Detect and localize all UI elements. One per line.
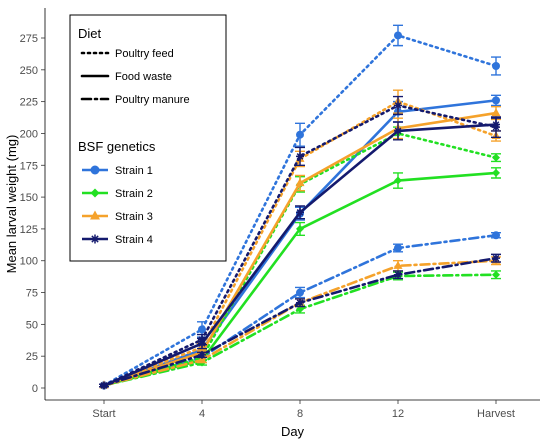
data-point [393, 260, 403, 269]
x-tick-label: 12 [392, 408, 404, 420]
data-point [198, 350, 206, 359]
x-axis-ticks: Start 4 8 12 Harvest [92, 400, 515, 420]
y-tick-label: 150 [20, 192, 38, 204]
legend-label: Food waste [115, 71, 172, 83]
legend: Diet BSF genetics Poultry feed Food waste… [69, 14, 227, 262]
y-tick-label: 225 [20, 97, 38, 109]
data-point [492, 254, 500, 263]
legend-label: Poultry feed [115, 48, 174, 60]
y-tick-label: 100 [20, 256, 38, 268]
data-point [198, 325, 206, 334]
y-tick-label: 125 [20, 224, 38, 236]
legend-label: Strain 1 [115, 165, 153, 177]
legend-item-poultry-manure: Poultry manure [80, 94, 190, 106]
data-point [296, 130, 304, 139]
y-tick-label: 250 [20, 65, 38, 77]
y-axis-ticks: 0 25 50 75 100 125 150 175 200 225 250 275 [20, 33, 45, 395]
legend-label: Strain 2 [115, 188, 153, 200]
series-line [102, 233, 498, 387]
circle-marker-icon [90, 165, 100, 175]
data-point [296, 224, 304, 233]
data-point [394, 101, 402, 110]
y-tick-label: 200 [20, 128, 38, 140]
data-point [491, 108, 501, 117]
x-tick-label: Harvest [477, 408, 515, 420]
series-strain-4-poultry-manure [99, 253, 501, 390]
data-point [296, 152, 304, 161]
y-tick-label: 0 [32, 383, 38, 395]
series-line [102, 256, 498, 387]
legend-item-strain-2: Strain 2 [82, 188, 153, 200]
y-tick-label: 50 [26, 319, 38, 331]
data-point [394, 126, 402, 135]
data-point [296, 208, 304, 217]
x-axis-title: Day [281, 424, 305, 439]
data-point [295, 178, 305, 187]
y-tick-label: 25 [26, 351, 38, 363]
legend-label: Poultry manure [115, 94, 190, 106]
legend-item-strain-1: Strain 1 [82, 165, 153, 177]
y-tick-label: 175 [20, 160, 38, 172]
data-point [492, 168, 500, 177]
legend-item-strain-3: Strain 3 [82, 210, 153, 223]
series-line [102, 104, 498, 387]
data-point [100, 381, 108, 390]
triangle-marker-icon [90, 210, 100, 220]
asterisk-marker-icon [90, 234, 100, 244]
data-point [197, 355, 207, 363]
legend-item-food-waste: Food waste [80, 71, 172, 83]
data-point [492, 62, 500, 70]
data-point [394, 244, 402, 252]
diamond-marker-icon [90, 188, 100, 198]
data-point [296, 298, 304, 307]
legend-label: Strain 3 [115, 211, 153, 223]
data-point [492, 153, 500, 162]
y-axis-title: Mean larval weight (mg) [4, 135, 19, 274]
data-point [394, 176, 402, 185]
plot-area [99, 24, 501, 390]
legend-item-poultry-feed: Poultry feed [80, 48, 174, 60]
x-tick-label: 4 [199, 408, 205, 420]
data-point [198, 339, 206, 348]
legend-genetics-items: Strain 1 Strain 2 Strain 3 Strain 4 [82, 165, 153, 246]
data-point [492, 231, 500, 240]
legend-genetics-title: BSF genetics [78, 139, 156, 154]
data-point [394, 31, 402, 40]
x-tick-label: Start [92, 408, 115, 420]
data-point [296, 288, 304, 297]
legend-label: Strain 4 [115, 234, 153, 246]
data-point [492, 120, 500, 129]
x-tick-label: 8 [297, 408, 303, 420]
legend-diet-items: Poultry feed Food waste Poultry manure [80, 48, 190, 106]
legend-box [69, 14, 227, 262]
y-tick-label: 75 [26, 288, 38, 300]
y-tick-label: 275 [20, 33, 38, 45]
legend-diet-title: Diet [78, 26, 102, 41]
legend-item-strain-4: Strain 4 [82, 234, 153, 246]
data-point [394, 270, 402, 279]
axes: 0 25 50 75 100 125 150 175 200 225 250 275 Start 4 8 1… [4, 8, 540, 439]
data-point [492, 270, 500, 279]
data-point [492, 96, 500, 105]
